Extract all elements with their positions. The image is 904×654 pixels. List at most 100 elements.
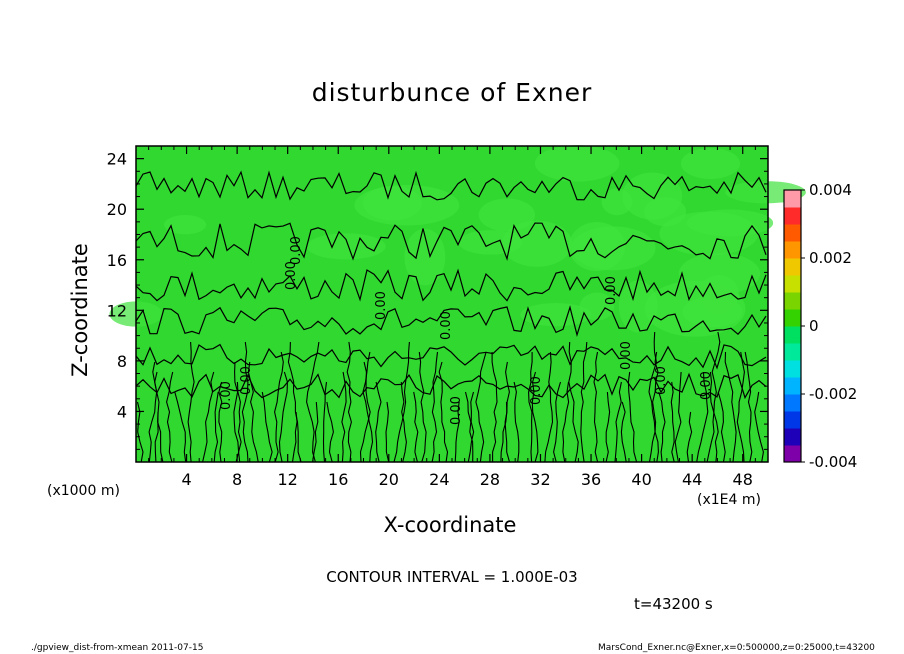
- contour-line: [274, 351, 284, 463]
- contour-label: 0.00: [284, 261, 299, 290]
- contour-line: [646, 331, 657, 463]
- contour-line: [362, 351, 374, 463]
- field-patch: [478, 198, 536, 232]
- contour-line: [504, 361, 511, 463]
- contour-line: [528, 352, 533, 463]
- contour-line: [593, 351, 599, 463]
- contour-line: [674, 371, 682, 463]
- contour-line: [278, 371, 288, 463]
- contour-label: 0.00: [699, 371, 714, 400]
- colorbar-swatch: [784, 292, 801, 310]
- colorbar-swatch: [784, 309, 801, 327]
- contour-line: [375, 381, 382, 463]
- contour-line: [531, 371, 539, 463]
- contour-line: [346, 341, 352, 463]
- contour-line: [174, 391, 187, 463]
- colorbar-tick-label: 0.004: [809, 181, 852, 199]
- contour-interval-text: CONTOUR INTERVAL = 1.000E-03: [326, 568, 578, 586]
- contour-line: [652, 351, 659, 463]
- contour-line: [287, 341, 302, 463]
- colorbar-swatch: [784, 445, 801, 463]
- x-tick-label: 16: [328, 470, 348, 489]
- footer-right: MarsCond_Exner.nc@Exner,x=0:500000,z=0:2…: [598, 643, 875, 653]
- contour-label: 0.00: [654, 366, 669, 395]
- contour-label: 0.00: [529, 376, 544, 405]
- chart-title: disturbunce of Exner: [311, 78, 593, 107]
- contour-line: [670, 381, 675, 463]
- contour-line: [393, 341, 410, 463]
- contour-line: [431, 351, 439, 463]
- contour-line: [306, 341, 320, 463]
- x-unit-label: (x1000 m): [47, 483, 120, 499]
- contour-line: [580, 341, 588, 463]
- contour-line: [326, 401, 336, 463]
- colorbar-swatch: [784, 394, 801, 412]
- x-tick-label: 4: [181, 470, 191, 489]
- x-axis-label: X-coordinate: [383, 513, 517, 537]
- contour-line: [620, 401, 629, 463]
- contour-label: 0.00: [239, 366, 254, 395]
- y-tick-label: 8: [117, 352, 127, 371]
- contour-line: [418, 351, 427, 463]
- field-patch: [618, 280, 658, 333]
- contour-line: [475, 351, 487, 463]
- colorbar-tick-label: 0: [809, 317, 819, 335]
- contour-line: [341, 371, 347, 463]
- contour-line: [135, 170, 767, 201]
- contour-line: [605, 391, 611, 463]
- field-patch: [680, 147, 741, 180]
- contour-line: [187, 341, 195, 463]
- contour-line: [709, 371, 719, 463]
- x-tick-label: 8: [232, 470, 242, 489]
- x-tick-label: 24: [429, 470, 449, 489]
- colorbar-swatch: [784, 377, 801, 395]
- colorbar-swatch: [784, 241, 801, 259]
- x-tick-label: 40: [631, 470, 651, 489]
- contour-line: [135, 343, 767, 370]
- field-patch: [501, 220, 573, 267]
- y-tick-label: 16: [107, 251, 127, 270]
- contour-label: 0.00: [449, 396, 464, 425]
- contour-line: [233, 361, 241, 463]
- field-patch: [686, 209, 774, 237]
- field-patch: [601, 188, 633, 216]
- x-tick-label: 36: [581, 470, 601, 489]
- contour-line: [736, 351, 745, 463]
- contour-line: [696, 371, 709, 463]
- colorbar-tick-label: -0.002: [809, 385, 857, 403]
- x-tick-label: 12: [278, 470, 298, 489]
- contour-line: [247, 361, 259, 463]
- contour-line: [744, 351, 753, 463]
- contour-line: [166, 371, 174, 463]
- colorbar-tick-label: -0.004: [809, 453, 857, 471]
- contour-line: [261, 391, 273, 463]
- contour-line: [464, 391, 474, 463]
- contour-line: [241, 341, 251, 463]
- contour-line: [413, 391, 419, 463]
- contour-line: [542, 351, 554, 463]
- contour-line: [466, 391, 475, 463]
- colorbar-swatch: [784, 326, 801, 344]
- y-tick-label: 24: [107, 150, 127, 169]
- field-patch: [644, 280, 746, 337]
- contour-label: 0.00: [289, 236, 304, 265]
- colorbar-swatch: [784, 224, 801, 242]
- colorbar-tick-label: 0.002: [809, 249, 852, 267]
- colorbar-swatch: [784, 207, 801, 225]
- contour-line: [135, 305, 767, 337]
- contour-line: [704, 331, 721, 463]
- colorbar-swatch: [784, 275, 801, 293]
- colorbar-swatch: [784, 190, 801, 208]
- contour-line: [754, 391, 764, 463]
- field-patch: [570, 226, 656, 271]
- contour-line: [553, 381, 562, 463]
- contour-line: [724, 351, 737, 463]
- field-patch: [362, 185, 422, 221]
- contour-label: 0.00: [374, 291, 389, 320]
- contour-line: [627, 371, 640, 463]
- colorbar-swatch: [784, 428, 801, 446]
- colorbar-swatch: [784, 343, 801, 361]
- y-tick-label: 4: [117, 402, 127, 421]
